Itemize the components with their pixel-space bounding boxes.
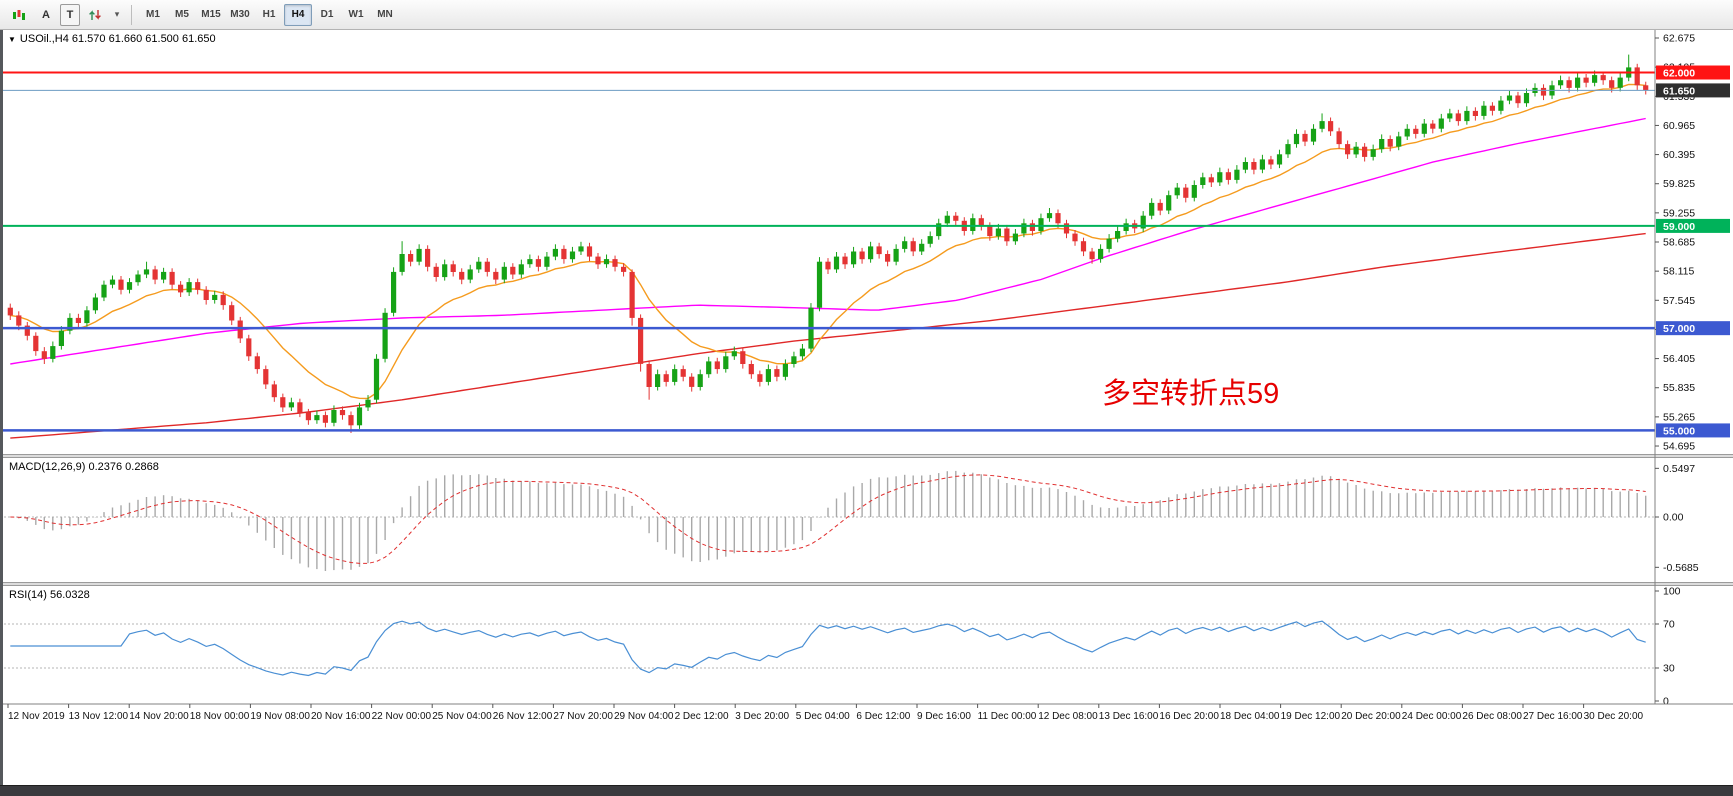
ma-medium-line	[10, 117, 1646, 365]
svg-text:0.00: 0.00	[1663, 512, 1684, 524]
svg-text:100: 100	[1663, 586, 1681, 598]
chart-text-annotation[interactable]: 多空转折点59	[1102, 378, 1280, 410]
rsi-indicator-label: RSI(14) 56.0328	[9, 589, 90, 601]
chart-window: 62.67562.10561.53560.96560.39559.82559.2…	[0, 30, 1733, 785]
svg-text:19 Dec 12:00: 19 Dec 12:00	[1281, 711, 1341, 722]
macd-histogram	[18, 470, 1647, 571]
symbol-ohlc-text: USOil.,H4 61.570 61.660 61.500 61.650	[19, 33, 216, 45]
svg-text:16 Dec 20:00: 16 Dec 20:00	[1159, 711, 1219, 722]
svg-text:30 Dec 20:00: 30 Dec 20:00	[1584, 711, 1644, 722]
svg-text:22 Nov 00:00: 22 Nov 00:00	[372, 711, 432, 722]
timeframe-button-MN[interactable]: MN	[371, 4, 399, 26]
svg-text:13 Nov 12:00: 13 Nov 12:00	[69, 711, 129, 722]
bottom-bar	[0, 785, 1733, 796]
svg-text:57.545: 57.545	[1663, 295, 1695, 307]
svg-text:9 Dec 16:00: 9 Dec 16:00	[917, 711, 971, 722]
price-label-59.000[interactable]: 59.000	[1656, 218, 1730, 233]
rsi-layer	[10, 620, 1646, 677]
svg-text:14 Nov 20:00: 14 Nov 20:00	[129, 711, 189, 722]
price-label-62.000[interactable]: 62.000	[1656, 65, 1730, 80]
timeframe-group: M1 M5 M15 M30 H1 H4 D1 W1 MN	[139, 3, 399, 26]
svg-text:20 Dec 20:00: 20 Dec 20:00	[1341, 711, 1401, 722]
toolbar: A T ▾ M1 M5 M15 M30 H1 H4 D1 W1 MN	[0, 0, 1733, 30]
panel-separator	[0, 454, 1733, 458]
timeframe-button-D1[interactable]: D1	[313, 4, 341, 26]
svg-text:27 Dec 16:00: 27 Dec 16:00	[1523, 711, 1583, 722]
rsi-line	[10, 620, 1646, 677]
macd-signal-line	[10, 474, 1646, 564]
svg-text:60.395: 60.395	[1663, 149, 1695, 161]
svg-text:6 Dec 12:00: 6 Dec 12:00	[856, 711, 910, 722]
svg-text:58.685: 58.685	[1663, 237, 1695, 249]
price-label-55.000[interactable]: 55.000	[1656, 423, 1730, 438]
svg-text:56.405: 56.405	[1663, 353, 1695, 365]
svg-text:61.650: 61.650	[1663, 85, 1695, 97]
svg-text:-0.5685: -0.5685	[1663, 562, 1699, 574]
price-label-61.650[interactable]: 61.650	[1656, 83, 1730, 98]
svg-text:59.000: 59.000	[1663, 221, 1695, 233]
svg-text:12 Dec 08:00: 12 Dec 08:00	[1038, 711, 1098, 722]
chart-shift-icon: ▼	[8, 35, 16, 44]
mini-candles-icon	[13, 9, 25, 20]
svg-text:0.5497: 0.5497	[1663, 463, 1695, 475]
panel-separator	[0, 582, 1733, 586]
svg-text:12 Nov 2019: 12 Nov 2019	[8, 711, 65, 722]
svg-text:25 Nov 04:00: 25 Nov 04:00	[432, 711, 492, 722]
svg-text:30: 30	[1663, 663, 1675, 675]
symbol-ohlc-header: ▼ USOil.,H4 61.570 61.660 61.500 61.650	[8, 33, 216, 45]
svg-text:13 Dec 16:00: 13 Dec 16:00	[1099, 711, 1159, 722]
macd-indicator-label: MACD(12,26,9) 0.2376 0.2868	[9, 461, 159, 473]
svg-text:55.835: 55.835	[1663, 382, 1695, 394]
svg-text:59.255: 59.255	[1663, 207, 1695, 219]
svg-text:24 Dec 00:00: 24 Dec 00:00	[1402, 711, 1462, 722]
svg-text:54.695: 54.695	[1663, 441, 1695, 453]
scale-arrows-icon[interactable]	[82, 3, 108, 27]
timeframe-button-H1[interactable]: H1	[255, 4, 283, 26]
chart-area[interactable]: 62.67562.10561.53560.96560.39559.82559.2…	[0, 30, 1733, 785]
svg-text:62.675: 62.675	[1663, 33, 1695, 45]
svg-text:18 Dec 04:00: 18 Dec 04:00	[1220, 711, 1280, 722]
svg-text:55.000: 55.000	[1663, 425, 1695, 437]
chevron-down-icon[interactable]: ▾	[114, 9, 120, 19]
timeframe-button-H4[interactable]: H4	[284, 3, 312, 26]
svg-text:27 Nov 20:00: 27 Nov 20:00	[553, 711, 613, 722]
svg-text:18 Nov 00:00: 18 Nov 00:00	[190, 711, 250, 722]
price-axis: 62.67562.10561.53560.96560.39559.82559.2…	[1654, 30, 1730, 708]
svg-text:0: 0	[1663, 696, 1669, 708]
svg-text:20 Nov 16:00: 20 Nov 16:00	[311, 711, 371, 722]
svg-text:19 Nov 08:00: 19 Nov 08:00	[250, 711, 310, 722]
svg-text:2 Dec 12:00: 2 Dec 12:00	[675, 711, 729, 722]
svg-text:5 Dec 04:00: 5 Dec 04:00	[796, 711, 850, 722]
svg-text:3 Dec 20:00: 3 Dec 20:00	[735, 711, 789, 722]
arrow-tool-button[interactable]: A	[34, 4, 58, 26]
timeframe-button-W1[interactable]: W1	[342, 4, 370, 26]
svg-text:57.000: 57.000	[1663, 323, 1695, 335]
level-lines-layer	[0, 71, 1655, 432]
timeframe-button-M5[interactable]: M5	[168, 4, 196, 26]
svg-text:26 Nov 12:00: 26 Nov 12:00	[493, 711, 553, 722]
up-down-arrows-icon	[89, 9, 101, 20]
text-tool-button[interactable]: T	[60, 3, 80, 26]
svg-text:59.825: 59.825	[1663, 178, 1695, 190]
timeframe-button-M15[interactable]: M15	[197, 4, 225, 26]
svg-text:60.965: 60.965	[1663, 120, 1695, 132]
macd-signal-layer	[10, 474, 1646, 564]
svg-text:62.000: 62.000	[1663, 68, 1695, 80]
svg-text:29 Nov 04:00: 29 Nov 04:00	[614, 711, 674, 722]
time-axis: 12 Nov 2019 13 Nov 12:00 14 Nov 20:00 18 No…	[0, 703, 1733, 722]
timeframe-button-M30[interactable]: M30	[226, 4, 254, 26]
price-label-57.000[interactable]: 57.000	[1656, 321, 1730, 336]
svg-text:70: 70	[1663, 619, 1675, 631]
chart-icon[interactable]	[6, 3, 32, 27]
svg-text:26 Dec 08:00: 26 Dec 08:00	[1462, 711, 1522, 722]
toolbar-separator	[131, 4, 132, 25]
svg-text:11 Dec 00:00: 11 Dec 00:00	[978, 711, 1037, 722]
svg-text:55.265: 55.265	[1663, 411, 1695, 423]
timeframe-button-M1[interactable]: M1	[139, 4, 167, 26]
candles-layer	[7, 54, 1649, 433]
ma-slow-line	[10, 232, 1646, 439]
window-left-border	[0, 30, 3, 785]
svg-text:58.115: 58.115	[1663, 266, 1694, 278]
